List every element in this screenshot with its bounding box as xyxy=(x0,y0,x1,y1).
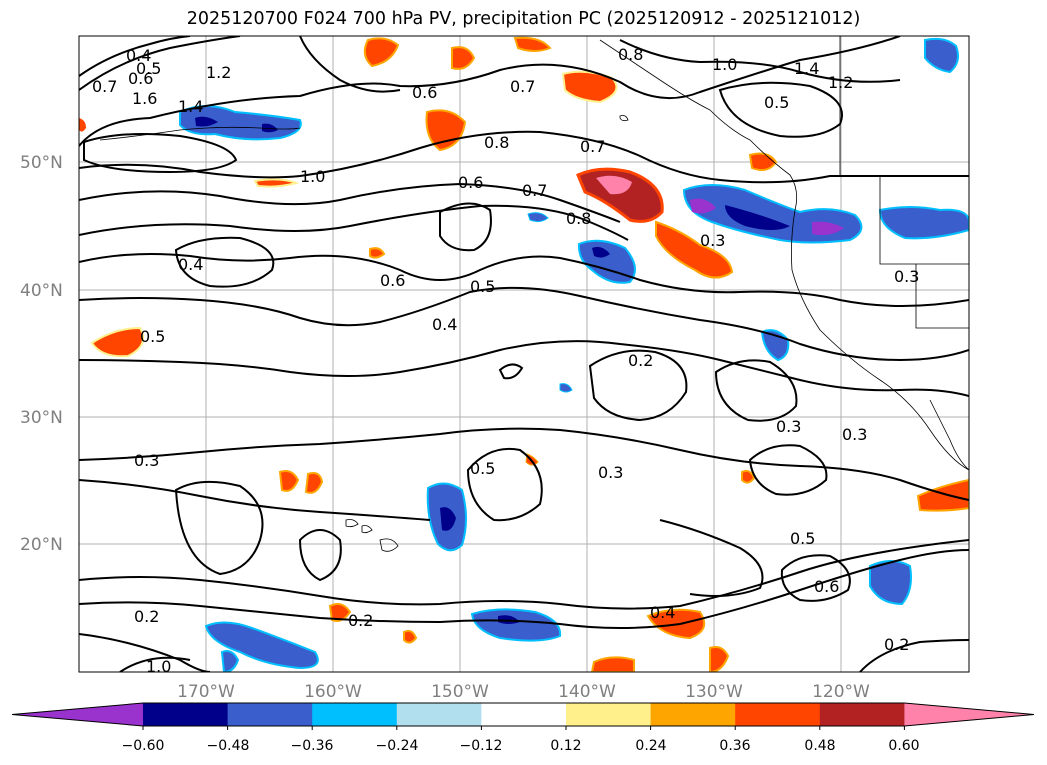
map-frame xyxy=(78,35,970,673)
precip-negative-areas xyxy=(179,37,969,672)
lat-label-50n: 50°N xyxy=(20,153,63,173)
colorbar-ticks xyxy=(142,726,905,730)
colorbar-tick-label: 0.48 xyxy=(804,738,835,754)
lat-label-40n: 40°N xyxy=(20,281,63,301)
contour-labels: 0.4 0.5 0.6 0.7 1.6 1.2 1.4 1.0 0.6 0.7 … xyxy=(92,45,919,676)
colorbar-tick-labels: −0.60 −0.48 −0.36 −0.24 −0.12 0.12 0.24 … xyxy=(122,738,920,754)
contour-label: 0.5 xyxy=(136,59,161,78)
contour-label: 0.6 xyxy=(458,173,483,192)
lon-label-150w: 150°W xyxy=(431,682,489,702)
colorbar-tick-label: −0.24 xyxy=(376,738,419,754)
longitude-labels: 170°W 160°W 150°W 140°W 130°W 120°W xyxy=(177,682,870,702)
colorbar: −0.60 −0.48 −0.36 −0.24 −0.12 0.12 0.24 … xyxy=(11,702,1035,754)
contour-label: 0.3 xyxy=(700,231,725,250)
lon-label-160w: 160°W xyxy=(304,682,362,702)
colorbar-tick-label: 0.12 xyxy=(550,738,581,754)
contour-label: 1.2 xyxy=(206,63,231,82)
colorbar-segment xyxy=(312,703,398,726)
contour-label: 0.4 xyxy=(650,603,675,622)
contour-label: 0.2 xyxy=(348,611,373,630)
contour-label: 0.4 xyxy=(126,46,151,65)
colorbar-segment xyxy=(650,703,736,726)
colorbar-segment xyxy=(904,703,1034,726)
contour-label: 0.3 xyxy=(894,267,919,286)
gridlines xyxy=(79,36,969,672)
lon-label-120w: 120°W xyxy=(812,682,870,702)
colorbar-segments xyxy=(11,702,1035,727)
contour-label: 1.0 xyxy=(712,55,737,74)
contour-label: 0.6 xyxy=(814,577,839,596)
contour-label: 0.5 xyxy=(470,277,495,296)
contour-label: 0.2 xyxy=(884,635,909,654)
map-title: 2025120700 F024 700 hPa PV, precipitatio… xyxy=(186,9,861,29)
colorbar-segment xyxy=(143,703,229,726)
colorbar-tick-label: −0.12 xyxy=(460,738,503,754)
contour-label: 1.4 xyxy=(794,59,819,78)
contour-label: 0.7 xyxy=(522,181,547,200)
colorbar-segment xyxy=(819,703,905,726)
contour-label: 0.7 xyxy=(580,137,605,156)
contour-label: 0.4 xyxy=(432,315,457,334)
colorbar-tick-label: −0.60 xyxy=(122,738,165,754)
latitude-labels: 50°N 40°N 30°N 20°N xyxy=(20,153,63,555)
colorbar-tick-label: 0.24 xyxy=(635,738,666,754)
contour-label: 0.2 xyxy=(628,351,653,370)
lon-label-130w: 130°W xyxy=(685,682,743,702)
colorbar-segment xyxy=(566,703,652,726)
colorbar-tick-label: 0.60 xyxy=(888,738,919,754)
colorbar-tick-label: −0.48 xyxy=(207,738,250,754)
contour-label: 1.2 xyxy=(828,73,853,92)
contour-label: 1.4 xyxy=(178,97,203,116)
contour-label: 0.3 xyxy=(842,425,867,444)
contour-label: 0.4 xyxy=(178,255,203,274)
contour-label: 0.7 xyxy=(92,77,117,96)
colorbar-tick-label: −0.36 xyxy=(291,738,334,754)
contour-label: 0.3 xyxy=(134,451,159,470)
lat-label-30n: 30°N xyxy=(20,408,63,428)
contour-label: 0.5 xyxy=(140,327,165,346)
contour-label: 0.3 xyxy=(598,463,623,482)
contour-label: 0.5 xyxy=(764,93,789,112)
contour-label: 0.2 xyxy=(134,607,159,626)
lon-label-140w: 140°W xyxy=(558,682,616,702)
coastlines xyxy=(99,36,969,552)
lat-label-20n: 20°N xyxy=(20,535,63,555)
contour-label: 0.8 xyxy=(484,133,509,152)
contour-label: 0.5 xyxy=(470,459,495,478)
contour-label: 0.8 xyxy=(566,209,591,228)
colorbar-segment xyxy=(227,703,313,726)
colorbar-segment xyxy=(735,703,821,726)
contour-label: 1.0 xyxy=(146,657,171,676)
colorbar-tick-label: 0.36 xyxy=(719,738,750,754)
contour-label: 0.6 xyxy=(128,69,153,88)
contour-label: 1.6 xyxy=(132,89,157,108)
contour-label: 0.7 xyxy=(510,77,535,96)
contour-label: 0.3 xyxy=(776,417,801,436)
contour-label: 0.8 xyxy=(618,45,643,64)
contour-label: 1.0 xyxy=(300,167,325,186)
contour-label: 0.5 xyxy=(790,529,815,548)
colorbar-segment xyxy=(481,703,567,726)
lon-label-170w: 170°W xyxy=(177,682,235,702)
contour-label: 0.6 xyxy=(380,271,405,290)
contour-label: 0.6 xyxy=(412,83,437,102)
colorbar-segment xyxy=(396,703,482,726)
colorbar-segment xyxy=(12,703,143,726)
